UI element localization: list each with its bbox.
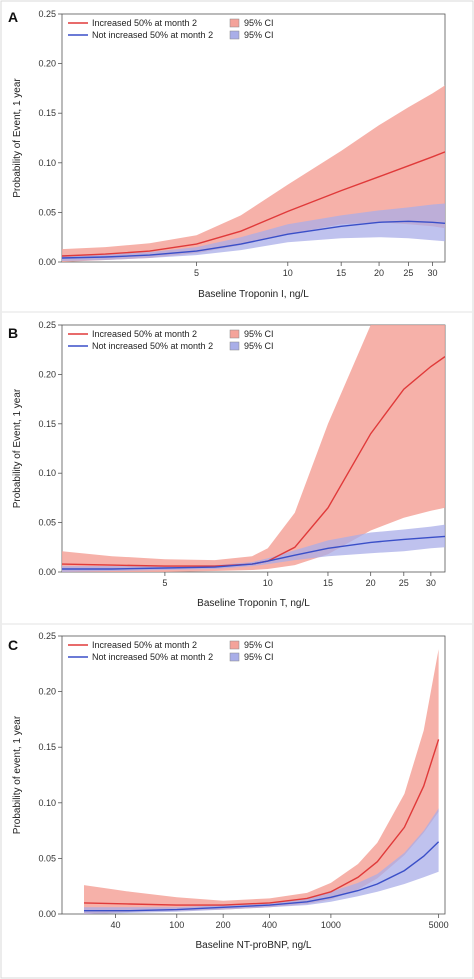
x-tick-label: 15 bbox=[336, 268, 346, 278]
y-tick-label: 0.15 bbox=[38, 108, 56, 118]
x-tick-label: 15 bbox=[323, 578, 333, 588]
y-tick-label: 0.00 bbox=[38, 909, 56, 919]
legend-label: 95% CI bbox=[244, 640, 274, 650]
y-tick-label: 0.15 bbox=[38, 742, 56, 752]
y-axis-label: Probability of Event, 1 year bbox=[12, 388, 23, 508]
y-tick-label: 0.15 bbox=[38, 419, 56, 429]
y-tick-label: 0.10 bbox=[38, 158, 56, 168]
legend-label: 95% CI bbox=[244, 329, 274, 339]
panel-letter: B bbox=[8, 325, 18, 341]
y-tick-label: 0.10 bbox=[38, 468, 56, 478]
legend-band-swatch bbox=[229, 652, 240, 662]
plot-series bbox=[62, 325, 445, 572]
x-tick-label: 10 bbox=[263, 578, 273, 588]
y-tick-label: 0.05 bbox=[38, 207, 56, 217]
y-tick-label: 0.05 bbox=[38, 518, 56, 528]
x-axis-label: Baseline Troponin I, ng/L bbox=[198, 289, 309, 300]
legend-label: 95% CI bbox=[244, 18, 274, 28]
y-tick-label: 0.20 bbox=[38, 369, 56, 379]
x-tick-label: 30 bbox=[426, 578, 436, 588]
x-tick-label: 5 bbox=[162, 578, 167, 588]
plot-series bbox=[62, 85, 445, 262]
series-line-increased bbox=[62, 356, 445, 567]
series-line-increased bbox=[62, 151, 445, 257]
legend-label: 95% CI bbox=[244, 652, 274, 662]
panel-c: C 0.00 0.05 0.10 0.15 0.20 0.25 40 100 200 400 1000… bbox=[8, 631, 449, 951]
legend-band-swatch bbox=[229, 18, 240, 28]
x-tick-label: 100 bbox=[169, 920, 184, 930]
y-tick-label: 0.00 bbox=[38, 257, 56, 267]
y-tick-label: 0.10 bbox=[38, 798, 56, 808]
legend-band-swatch bbox=[229, 341, 240, 351]
x-tick-label: 400 bbox=[262, 920, 277, 930]
y-tick-label: 0.20 bbox=[38, 59, 56, 69]
y-axis-label: Probability of Event, 1 year bbox=[12, 78, 23, 198]
legend-label: Increased 50% at month 2 bbox=[92, 329, 197, 339]
y-tick-label: 0.05 bbox=[38, 853, 56, 863]
y-tick-label: 0.00 bbox=[38, 567, 56, 577]
series-line-not-increased bbox=[84, 841, 440, 912]
ci-band-not-increased bbox=[84, 808, 439, 914]
x-tick-label: 200 bbox=[216, 920, 231, 930]
x-tick-label: 25 bbox=[403, 268, 413, 278]
legend-label: Not increased 50% at month 2 bbox=[92, 30, 213, 40]
legend: Increased 50% at month 2 95% CI Not increa… bbox=[68, 640, 274, 662]
y-tick-label: 0.25 bbox=[38, 320, 56, 330]
x-tick-label: 25 bbox=[399, 578, 409, 588]
legend-label: 95% CI bbox=[244, 30, 274, 40]
ci-band-not-increased bbox=[62, 524, 445, 572]
x-axis-label: Baseline Troponin T, ng/L bbox=[197, 598, 310, 609]
legend-label: Increased 50% at month 2 bbox=[92, 18, 197, 28]
series-line-not-increased bbox=[62, 220, 445, 259]
panel-b: B 0.00 0.05 0.10 0.15 0.20 0.25 5 10 15 20 25 30 Base… bbox=[8, 320, 446, 609]
plot-series bbox=[83, 649, 440, 914]
x-tick-label: 20 bbox=[366, 578, 376, 588]
y-axis-label: Probability of event, 1 year bbox=[12, 715, 23, 834]
x-tick-label: 40 bbox=[110, 920, 120, 930]
plot-area-frame bbox=[61, 635, 446, 915]
series-line-increased bbox=[83, 739, 440, 906]
legend: Increased 50% at month 2 95% CI Not increa… bbox=[68, 329, 274, 351]
ci-band-increased bbox=[62, 325, 445, 572]
legend-label: 95% CI bbox=[244, 341, 274, 351]
x-axis-label: Baseline NT-proBNP, ng/L bbox=[196, 940, 312, 951]
y-tick-label: 0.25 bbox=[38, 9, 56, 19]
legend-label: Not increased 50% at month 2 bbox=[92, 341, 213, 351]
x-tick-label: 10 bbox=[283, 268, 293, 278]
series-line-not-increased bbox=[62, 535, 445, 570]
legend-band-swatch bbox=[229, 640, 240, 650]
x-tick-label: 5000 bbox=[429, 920, 449, 930]
x-tick-label: 20 bbox=[374, 268, 384, 278]
y-tick-label: 0.25 bbox=[38, 631, 56, 641]
panel-a: A 0.00 0.05 0.10 0.15 0.20 0.25 5 10 15 20 25 30 Base… bbox=[8, 9, 446, 300]
x-tick-label: 30 bbox=[427, 268, 437, 278]
legend-band-swatch bbox=[229, 329, 240, 339]
ci-band-not-increased bbox=[62, 203, 445, 261]
panel-letter: A bbox=[8, 9, 18, 25]
y-tick-label: 0.20 bbox=[38, 687, 56, 697]
legend-label: Not increased 50% at month 2 bbox=[92, 652, 213, 662]
x-tick-label: 1000 bbox=[321, 920, 341, 930]
legend-band-swatch bbox=[229, 30, 240, 40]
panel-letter: C bbox=[8, 637, 18, 653]
x-tick-label: 5 bbox=[194, 268, 199, 278]
legend-label: Increased 50% at month 2 bbox=[92, 640, 197, 650]
legend: Increased 50% at month 2 95% CI Not increa… bbox=[68, 18, 274, 40]
